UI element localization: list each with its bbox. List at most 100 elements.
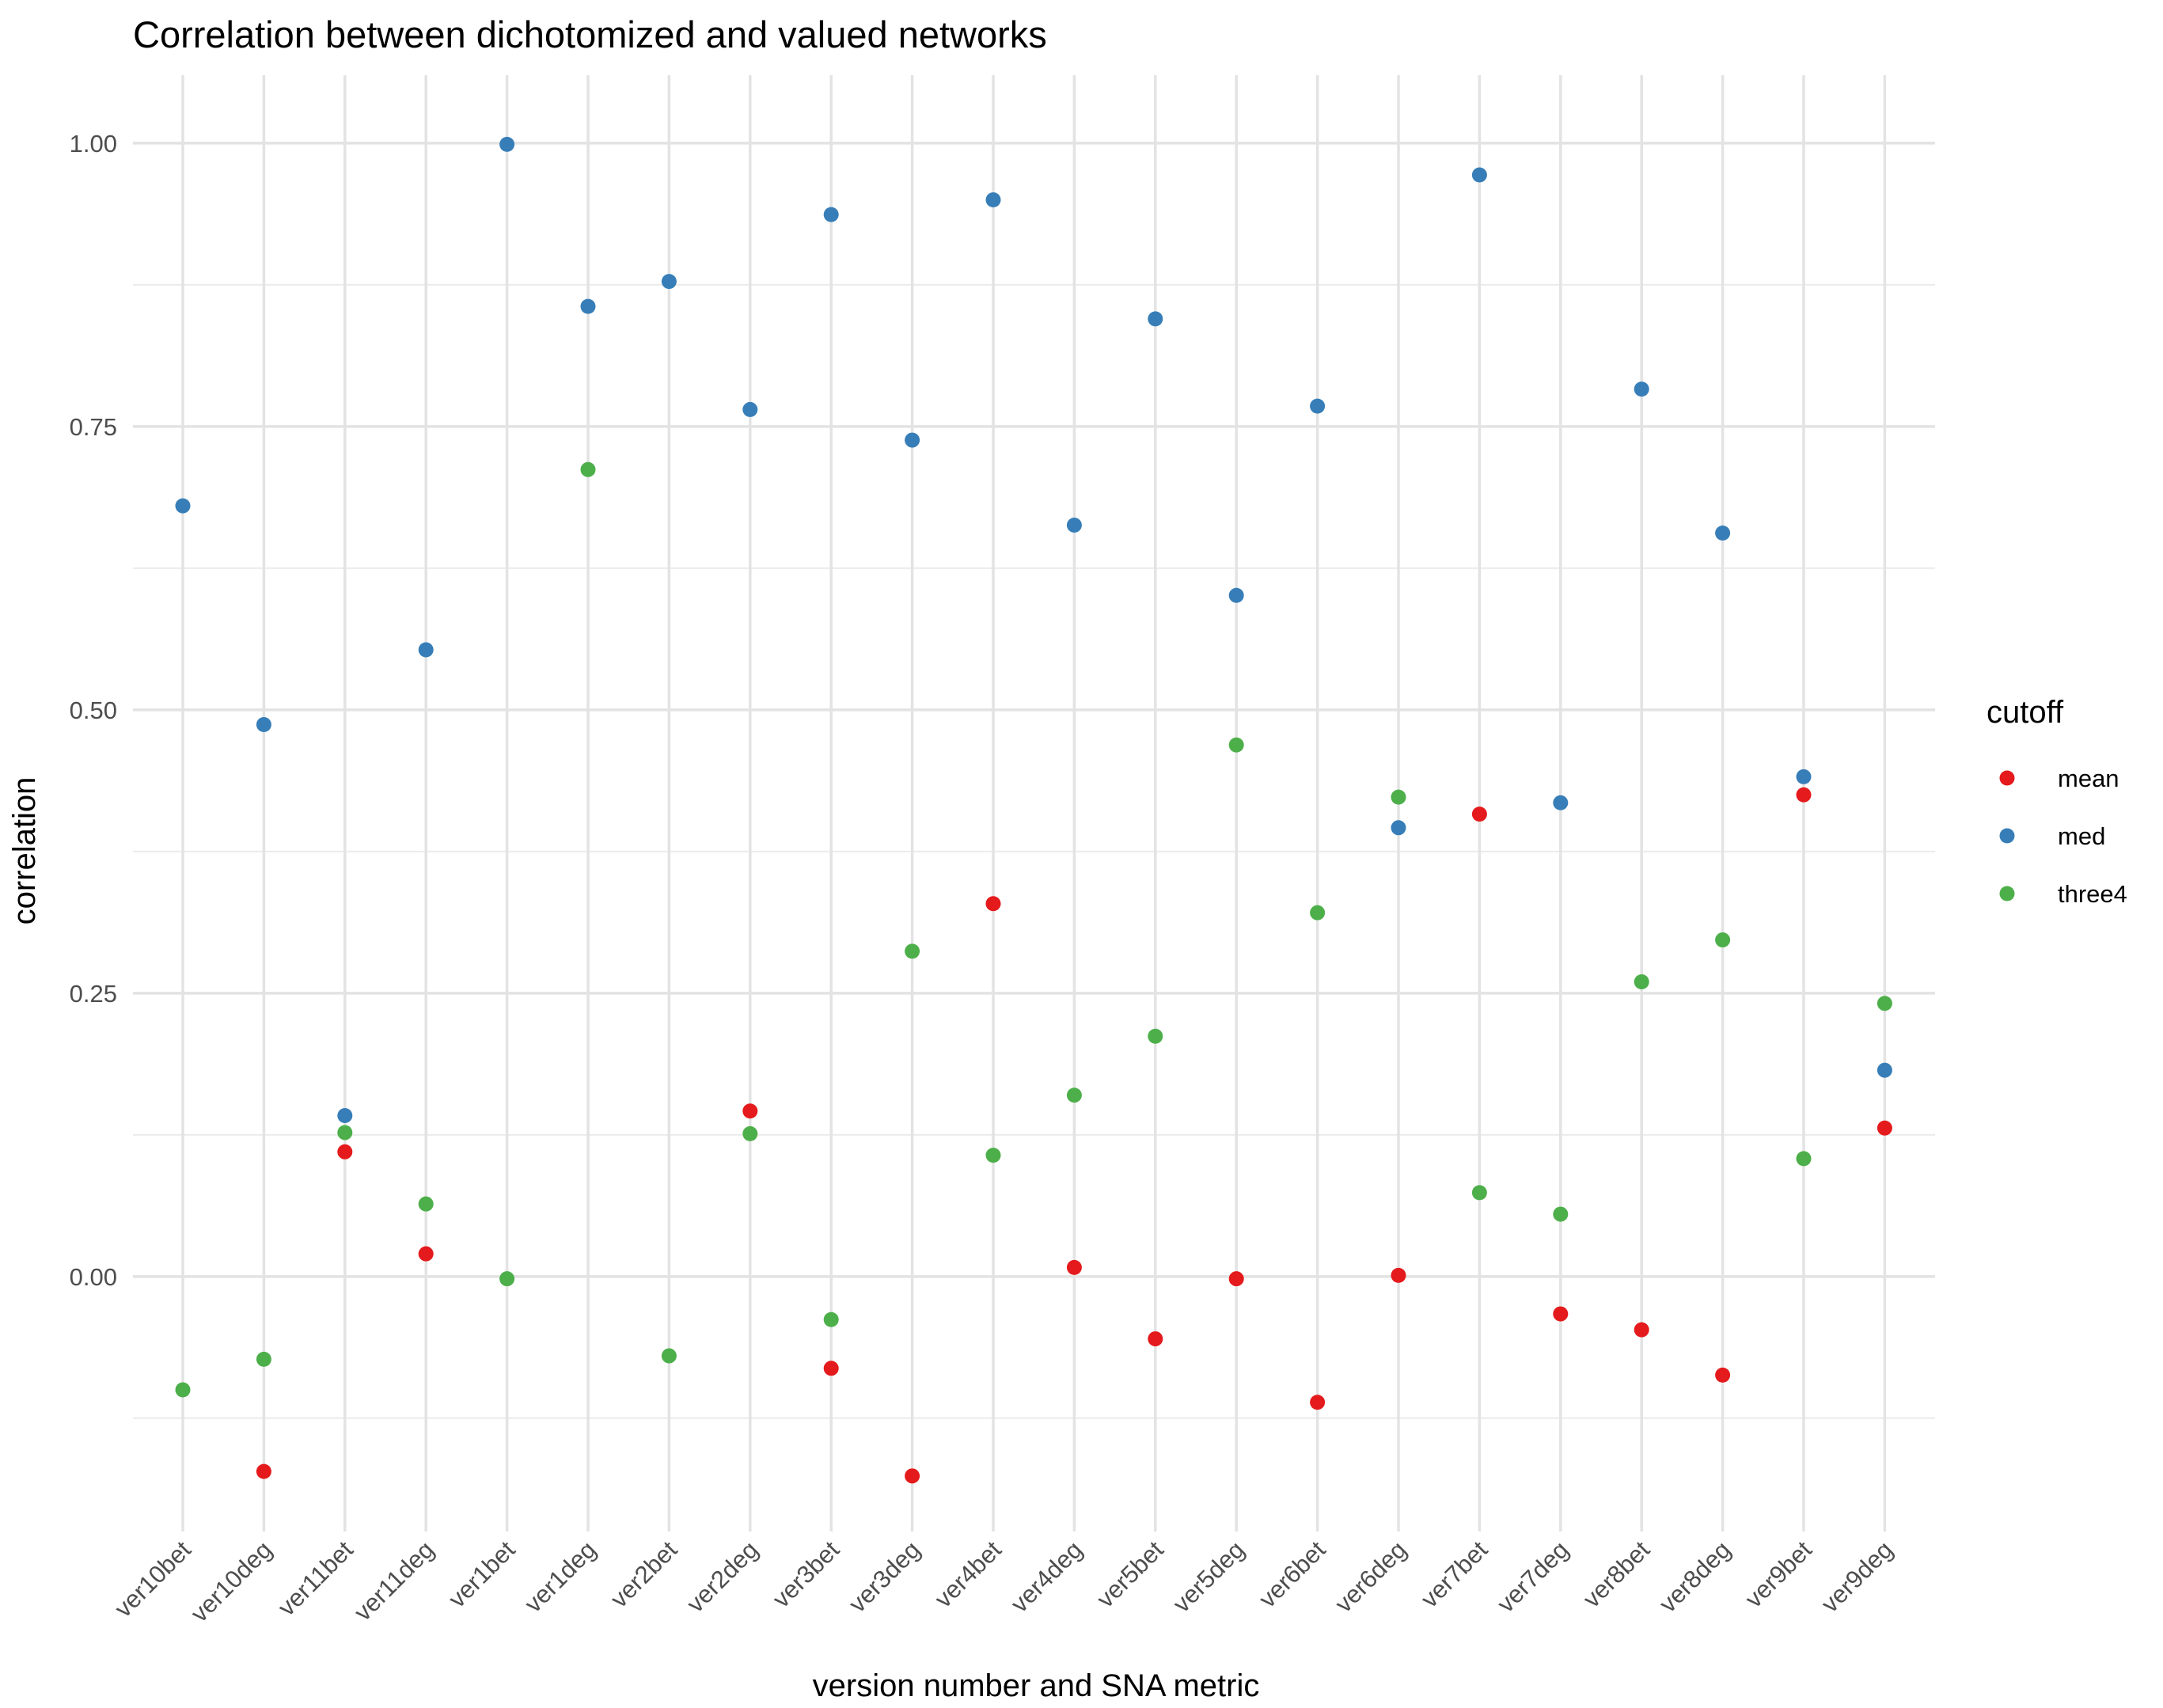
data-point-mean	[1066, 1259, 1082, 1275]
data-point-three4	[1391, 789, 1406, 805]
data-point-med	[337, 1107, 353, 1123]
data-point-med	[1228, 587, 1244, 603]
y-axis-title: correlation	[7, 777, 42, 925]
data-point-three4	[1634, 974, 1649, 990]
data-point-three4	[1715, 932, 1731, 948]
data-point-three4	[175, 1382, 191, 1398]
data-point-med	[661, 274, 677, 290]
legend-title: cutoff	[1987, 695, 2064, 730]
data-point-med	[985, 192, 1001, 208]
y-tick-label: 0.50	[70, 696, 117, 724]
data-point-med	[580, 298, 596, 314]
data-point-med	[742, 401, 758, 417]
data-point-three4	[1066, 1087, 1082, 1103]
legend-label: mean	[2058, 765, 2119, 792]
data-point-mean	[1148, 1331, 1163, 1347]
x-tick-label: ver7deg	[1492, 1535, 1574, 1618]
data-point-med	[823, 207, 839, 222]
x-tick-label: ver10deg	[185, 1535, 277, 1627]
data-point-three4	[337, 1125, 353, 1141]
data-point-three4	[1148, 1028, 1163, 1044]
x-tick-label: ver3bet	[767, 1535, 844, 1613]
data-point-three4	[823, 1311, 839, 1327]
data-point-three4	[256, 1351, 271, 1367]
data-point-mean	[256, 1463, 271, 1479]
x-tick-label: ver5bet	[1091, 1535, 1169, 1613]
legend-label: three4	[2058, 880, 2127, 908]
data-point-mean	[1876, 1120, 1892, 1136]
data-point-med	[1148, 311, 1163, 327]
data-point-mean	[337, 1144, 353, 1160]
legend-key-three4	[1999, 886, 2015, 901]
data-point-mean	[823, 1361, 839, 1376]
legend-label: med	[2058, 822, 2105, 850]
data-point-med	[1391, 820, 1406, 836]
x-tick-label: ver10bet	[109, 1535, 196, 1623]
data-point-mean	[985, 896, 1001, 912]
data-point-med	[1471, 167, 1487, 183]
data-point-mean	[1391, 1267, 1406, 1283]
data-point-mean	[1796, 787, 1812, 803]
x-tick-label: ver1bet	[443, 1535, 521, 1613]
x-tick-label: ver8deg	[1654, 1535, 1736, 1618]
data-point-med	[1310, 398, 1326, 414]
data-point-med	[175, 498, 191, 514]
data-point-mean	[742, 1103, 758, 1119]
x-tick-label: ver11bet	[272, 1535, 359, 1622]
y-tick-label: 0.00	[70, 1263, 117, 1291]
chart-title: Correlation between dichotomized and val…	[133, 13, 1047, 55]
x-tick-label: ver5deg	[1167, 1535, 1250, 1618]
x-tick-label: ver2bet	[605, 1535, 682, 1613]
data-point-med	[499, 136, 515, 152]
data-point-med	[1876, 1062, 1892, 1078]
data-point-med	[905, 432, 920, 448]
data-point-three4	[418, 1196, 434, 1212]
data-points	[175, 136, 1892, 1484]
x-tick-label: ver6bet	[1254, 1535, 1331, 1613]
data-point-three4	[905, 943, 920, 959]
data-point-med	[256, 716, 271, 732]
data-point-three4	[1796, 1151, 1812, 1167]
legend: cutoff mean med three4	[1987, 695, 2127, 908]
data-point-mean	[418, 1246, 434, 1262]
x-tick-label: ver9deg	[1816, 1535, 1898, 1618]
grid	[133, 75, 1935, 1532]
data-point-three4	[1471, 1185, 1487, 1201]
y-axis-ticks: 0.00 0.25 0.50 0.75 1.00	[70, 130, 117, 1291]
data-point-mean	[1228, 1271, 1244, 1287]
data-point-three4	[742, 1125, 758, 1141]
data-point-three4	[580, 461, 596, 477]
x-tick-label: ver4deg	[1005, 1535, 1087, 1618]
x-tick-label: ver3deg	[844, 1535, 926, 1618]
x-tick-label: ver9bet	[1740, 1535, 1817, 1613]
data-point-mean	[1471, 807, 1487, 822]
data-point-mean	[1715, 1367, 1731, 1383]
x-axis-title: version number and SNA metric	[813, 1668, 1260, 1703]
y-tick-label: 0.75	[70, 413, 117, 441]
data-point-three4	[661, 1348, 677, 1364]
data-point-med	[1796, 769, 1812, 784]
data-point-med	[1066, 517, 1082, 533]
data-point-mean	[1310, 1395, 1326, 1410]
y-tick-label: 0.25	[70, 980, 117, 1008]
data-point-med	[1715, 525, 1731, 541]
data-point-mean	[905, 1468, 920, 1484]
x-tick-label: ver7bet	[1415, 1535, 1493, 1613]
data-point-mean	[1634, 1322, 1649, 1338]
data-point-med	[1634, 381, 1649, 397]
legend-key-mean	[1999, 770, 2015, 786]
x-tick-label: ver11deg	[349, 1535, 440, 1626]
data-point-three4	[1876, 996, 1892, 1012]
x-tick-label: ver8bet	[1577, 1535, 1655, 1613]
data-point-med	[418, 642, 434, 658]
data-point-three4	[1553, 1206, 1569, 1222]
x-tick-label: ver2deg	[681, 1535, 764, 1618]
data-point-three4	[985, 1148, 1001, 1163]
data-point-three4	[1310, 905, 1326, 920]
legend-key-med	[1999, 828, 2015, 844]
data-point-three4	[499, 1271, 515, 1287]
y-tick-label: 1.00	[70, 130, 117, 158]
x-tick-label: ver1deg	[519, 1535, 601, 1618]
